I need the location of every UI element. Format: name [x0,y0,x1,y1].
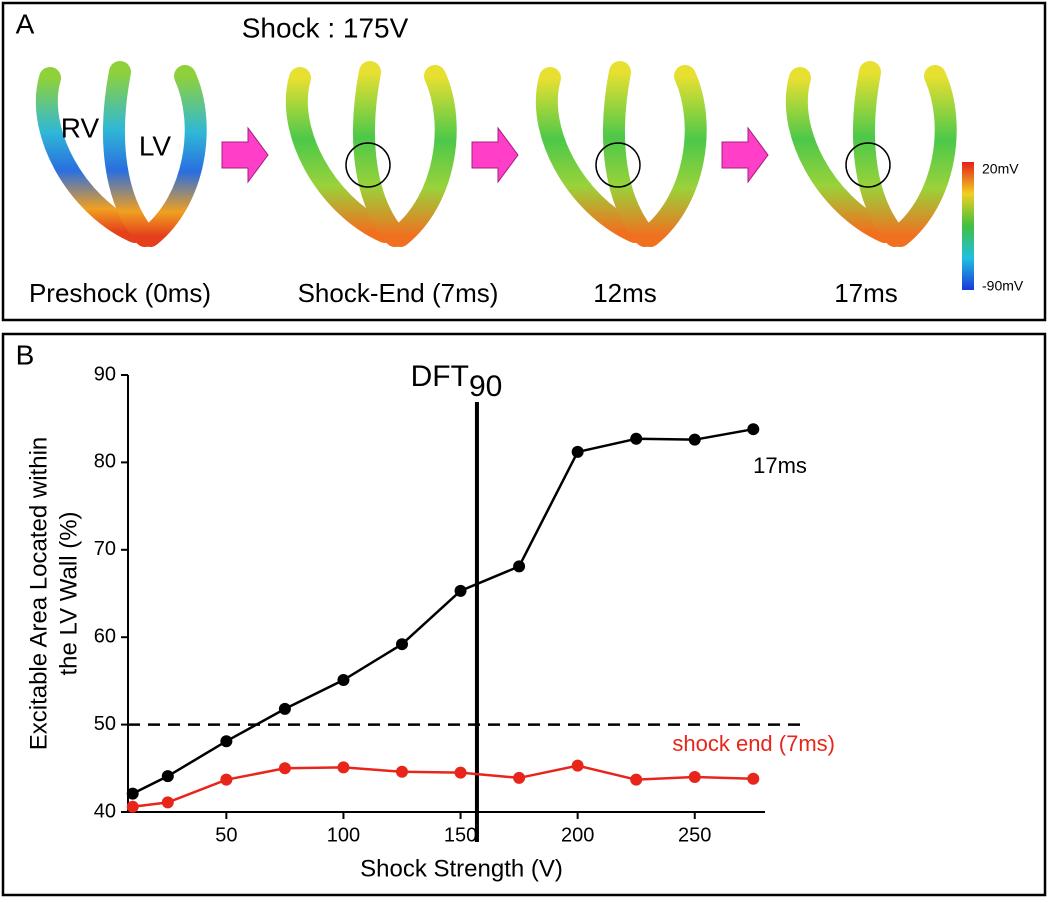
heart-wall [889,65,957,247]
data-point [161,770,174,783]
data-point [513,771,526,784]
x-axis-label: Shock Strength (V) [360,855,563,882]
data-point [571,445,584,458]
heart-wall [35,67,146,243]
data-point [571,759,584,772]
x-tick-label: 250 [678,824,711,846]
heart-images [35,61,957,247]
data-point [688,771,701,784]
y-tick-label: 80 [94,451,116,473]
heart-wall [535,67,646,243]
data-point [688,433,701,446]
series-label: shock end (7ms) [672,731,835,756]
data-point [513,560,526,573]
chamber-label: LV [139,130,171,161]
arrows [221,126,769,184]
frame-label: 12ms [593,278,657,308]
y-tick-label: 70 [94,538,116,560]
data-point [396,765,409,778]
data-point [747,423,760,436]
x-tick-label: 100 [327,824,360,846]
region-circle [345,142,391,188]
data-point [454,766,467,779]
colorbar-label: -90mV [982,278,1024,294]
y-tick-label: 90 [94,363,116,385]
region-circle [845,142,891,188]
heart-wall [853,61,906,247]
heart-wall [603,61,656,247]
x-tick-label: 50 [215,824,237,846]
frame-label: Preshock (0ms) [29,278,211,308]
heart-wall [353,61,406,247]
panel-title: Shock : 175V [242,12,409,43]
frame-label: 17ms [834,278,898,308]
series-line [132,764,754,808]
data-point [126,800,139,813]
data-point [337,761,350,774]
heart-wall [389,65,457,247]
heart-wall [639,65,707,247]
reference-subscript: 90 [469,370,502,403]
panel-label: A [16,8,35,39]
y-tick-label: 60 [94,625,116,647]
data-point [630,432,643,445]
data-point [454,584,467,597]
y-axis-label: Excitable Area Located within [25,437,52,751]
x-tick-label: 150 [444,824,477,846]
heart-wall [285,67,396,243]
heart-wall [103,61,156,247]
colorbar-label: 20mV [982,161,1019,177]
panel-a-frame [1,1,1047,322]
frame-label: Shock-End (7ms) [298,278,499,308]
data-point [630,773,643,786]
series-line [132,427,754,795]
y-axis-label: the LV Wall (%) [55,511,82,675]
plot: 40 50 60 70 80 90 50 100 150 200 250 Shock Strength… [25,360,835,882]
series-label: 17ms [753,453,807,478]
y-tick-label: 50 [94,713,116,735]
data-point [126,787,139,800]
reference-label: DFT [411,360,469,393]
data-point [161,796,174,809]
data-point [396,638,409,651]
data-point [747,772,760,785]
panel-b-frame [1,332,1047,897]
data-point [278,702,291,715]
y-tick-label: 40 [94,800,116,822]
colorbar [962,162,974,290]
panel-label: B [16,339,35,370]
chamber-label: RV [61,112,100,143]
data-point [337,674,350,687]
data-point [278,762,291,775]
heart-wall [785,67,896,243]
data-point [220,773,233,786]
region-circle [595,142,641,188]
data-point [220,735,233,748]
heart-wall [139,65,207,247]
x-tick-label: 200 [561,824,594,846]
